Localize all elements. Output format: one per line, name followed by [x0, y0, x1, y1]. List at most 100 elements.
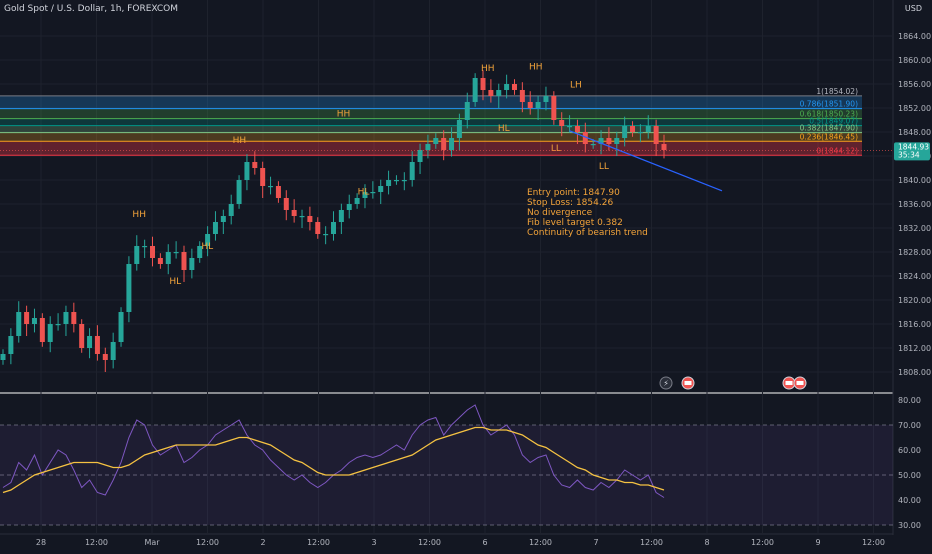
candle-body[interactable] — [291, 210, 297, 216]
candle-body[interactable] — [590, 144, 596, 146]
candle-body[interactable] — [71, 312, 77, 324]
candle-body[interactable] — [472, 78, 478, 102]
symbol-title[interactable]: Gold Spot / U.S. Dollar, 1h, FOREXCOM — [4, 4, 179, 14]
candle-body[interactable] — [299, 216, 305, 218]
candle-body[interactable] — [142, 246, 148, 248]
candle-body[interactable] — [0, 354, 6, 360]
candle-body[interactable] — [228, 204, 234, 216]
candle-body[interactable] — [409, 162, 415, 180]
candle-body[interactable] — [378, 186, 384, 192]
candle-body[interactable] — [449, 138, 455, 150]
candle-body[interactable] — [504, 84, 510, 90]
price-tick-label: 1852.00 — [898, 104, 931, 113]
candle-body[interactable] — [488, 90, 494, 96]
candle-body[interactable] — [338, 210, 344, 222]
candle-body[interactable] — [582, 132, 588, 144]
candle-body[interactable] — [354, 198, 360, 204]
candle-body[interactable] — [346, 204, 352, 210]
candle-body[interactable] — [614, 138, 620, 144]
candle-body[interactable] — [559, 120, 565, 126]
candle-body[interactable] — [283, 198, 289, 210]
candle-body[interactable] — [118, 312, 124, 342]
candle-body[interactable] — [268, 186, 274, 188]
candle-body[interactable] — [661, 144, 667, 150]
candle-body[interactable] — [63, 312, 69, 324]
candle-body[interactable] — [307, 216, 313, 222]
candle-body[interactable] — [79, 324, 85, 348]
candle-body[interactable] — [31, 318, 37, 324]
candle-body[interactable] — [480, 78, 486, 90]
candle-body[interactable] — [212, 222, 218, 234]
candle-body[interactable] — [401, 180, 407, 182]
candle-body[interactable] — [47, 324, 53, 342]
candle-body[interactable] — [543, 96, 549, 102]
candle-body[interactable] — [236, 180, 242, 204]
candle-body[interactable] — [94, 336, 100, 354]
candle-body[interactable] — [205, 234, 211, 246]
candle-body[interactable] — [39, 318, 45, 342]
time-tick-label: 12:00 — [196, 538, 219, 547]
candle-body[interactable] — [567, 126, 573, 128]
candle-body[interactable] — [181, 252, 187, 270]
candle-body[interactable] — [55, 324, 61, 326]
candle-body[interactable] — [315, 222, 321, 234]
candle-body[interactable] — [496, 90, 502, 96]
candle-body[interactable] — [260, 168, 266, 186]
candle-body[interactable] — [189, 258, 195, 270]
candle-body[interactable] — [173, 252, 179, 254]
candle-body[interactable] — [464, 102, 470, 120]
candle-body[interactable] — [244, 162, 250, 180]
candle-body[interactable] — [574, 126, 580, 132]
candle-body[interactable] — [165, 252, 171, 264]
candle-body[interactable] — [519, 90, 525, 102]
rsi-ma-line[interactable] — [2, 426, 665, 494]
candle-body[interactable] — [331, 222, 336, 234]
candle-body[interactable] — [456, 120, 462, 138]
candle-body[interactable] — [598, 138, 604, 144]
candle-body[interactable] — [433, 138, 439, 144]
candle-body[interactable] — [370, 192, 376, 194]
candle-body[interactable] — [645, 126, 651, 132]
candle-body[interactable] — [527, 102, 533, 108]
candle-body[interactable] — [126, 264, 132, 312]
candle-body[interactable] — [425, 144, 431, 150]
candle-body[interactable] — [24, 312, 30, 324]
trendline[interactable] — [569, 130, 723, 192]
candle-body[interactable] — [252, 162, 258, 168]
candle-body[interactable] — [653, 126, 659, 144]
candle-body[interactable] — [197, 246, 203, 258]
candle-body[interactable] — [102, 354, 108, 360]
candle-body[interactable] — [362, 192, 368, 198]
candle-body[interactable] — [441, 138, 447, 150]
fib-level-label: 0.786(1851.90) — [800, 100, 858, 109]
candle-body[interactable] — [386, 180, 392, 186]
candle-body[interactable] — [551, 96, 557, 120]
candle-body[interactable] — [275, 186, 281, 198]
lightning-icon[interactable] — [659, 376, 673, 390]
candle-body[interactable] — [417, 150, 423, 162]
candle-body[interactable] — [606, 138, 612, 144]
candle-body[interactable] — [622, 126, 628, 138]
candle-body[interactable] — [637, 132, 643, 134]
candle-body[interactable] — [8, 336, 14, 354]
candle-body[interactable] — [323, 234, 329, 236]
rsi-tick-label: 80.00 — [898, 396, 921, 405]
candle-body[interactable] — [157, 258, 163, 264]
swing-label-hl: HL — [498, 124, 510, 134]
candle-body[interactable] — [150, 246, 156, 258]
candle-body[interactable] — [87, 336, 93, 348]
candle-body[interactable] — [16, 312, 22, 336]
candle-body[interactable] — [511, 84, 517, 90]
candle-body[interactable] — [110, 342, 116, 360]
fib-zone — [0, 141, 862, 156]
candle-body[interactable] — [134, 246, 140, 264]
candle-body[interactable] — [535, 102, 541, 108]
candle-body[interactable] — [220, 216, 226, 222]
candle-body[interactable] — [630, 126, 636, 132]
currency-label[interactable]: USD — [904, 4, 922, 13]
candle-body[interactable] — [393, 180, 399, 182]
current-price-badge[interactable] — [894, 142, 930, 161]
fib-zone — [0, 95, 862, 109]
